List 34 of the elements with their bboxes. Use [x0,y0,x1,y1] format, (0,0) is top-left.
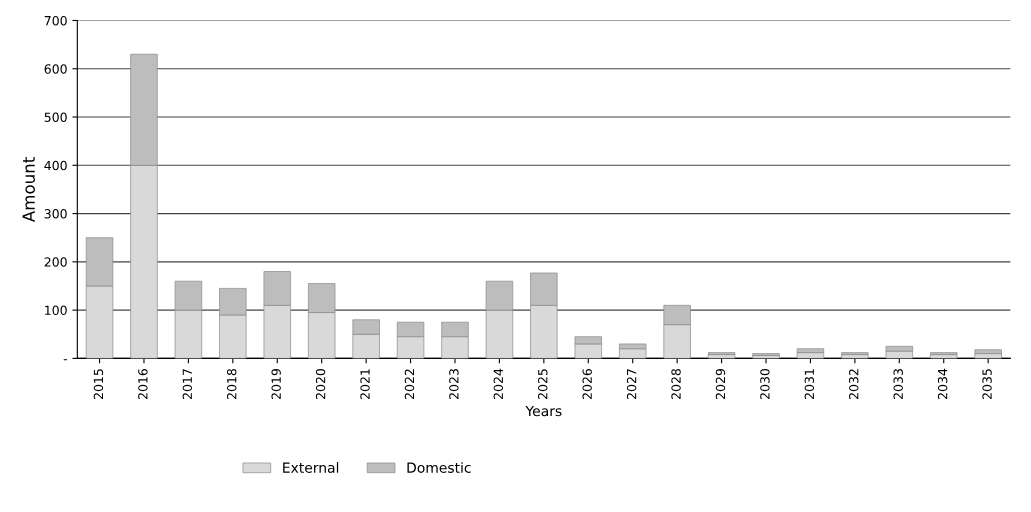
x-tick-label: 2028 [671,368,681,400]
y-tick-label: - [63,359,67,361]
x-tick-label: 2015 [93,369,104,400]
legend-label: Domestic [407,462,471,473]
x-tick-label: 2027 [626,369,637,400]
x-tick-label: 2018 [227,368,237,400]
x-tick-label: 2026 [582,368,592,400]
x-axis-title: Years [525,405,562,417]
y-tick-label: 700 [44,15,67,26]
x-tick-label: 2017 [182,369,193,400]
x-tick-label: 2029 [715,369,726,400]
x-tick-label: 2023 [449,369,459,400]
x-tick-label: 2032 [849,369,859,400]
x-tick-label: 2034 [937,368,948,400]
x-tick-label: 2016 [138,368,148,400]
y-tick-label: 600 [44,64,67,74]
x-tick-label: 2030 [760,368,770,400]
x-tick-label: 2021 [360,369,370,400]
y-tick-label: 100 [45,305,67,316]
x-tick-label: 2020 [315,368,326,400]
x-tick-label: 2024 [493,368,504,400]
bar [974,349,1002,354]
y-tick-label: 400 [44,160,67,171]
x-tick-label: 2022 [404,369,415,400]
x-tick-label: 2033 [893,369,903,400]
x-tick-label: 2019 [271,369,281,400]
y-tick-label: 200 [44,257,67,267]
y-tick-label: 500 [44,112,67,122]
y-axis-title: Amount [22,157,35,223]
x-tick-label: 2035 [982,369,992,400]
x-tick-label: 2031 [804,369,815,400]
y-tick-label: 300 [44,209,67,219]
x-tick-label: 2025 [538,369,548,400]
legend-label: External [283,462,339,473]
